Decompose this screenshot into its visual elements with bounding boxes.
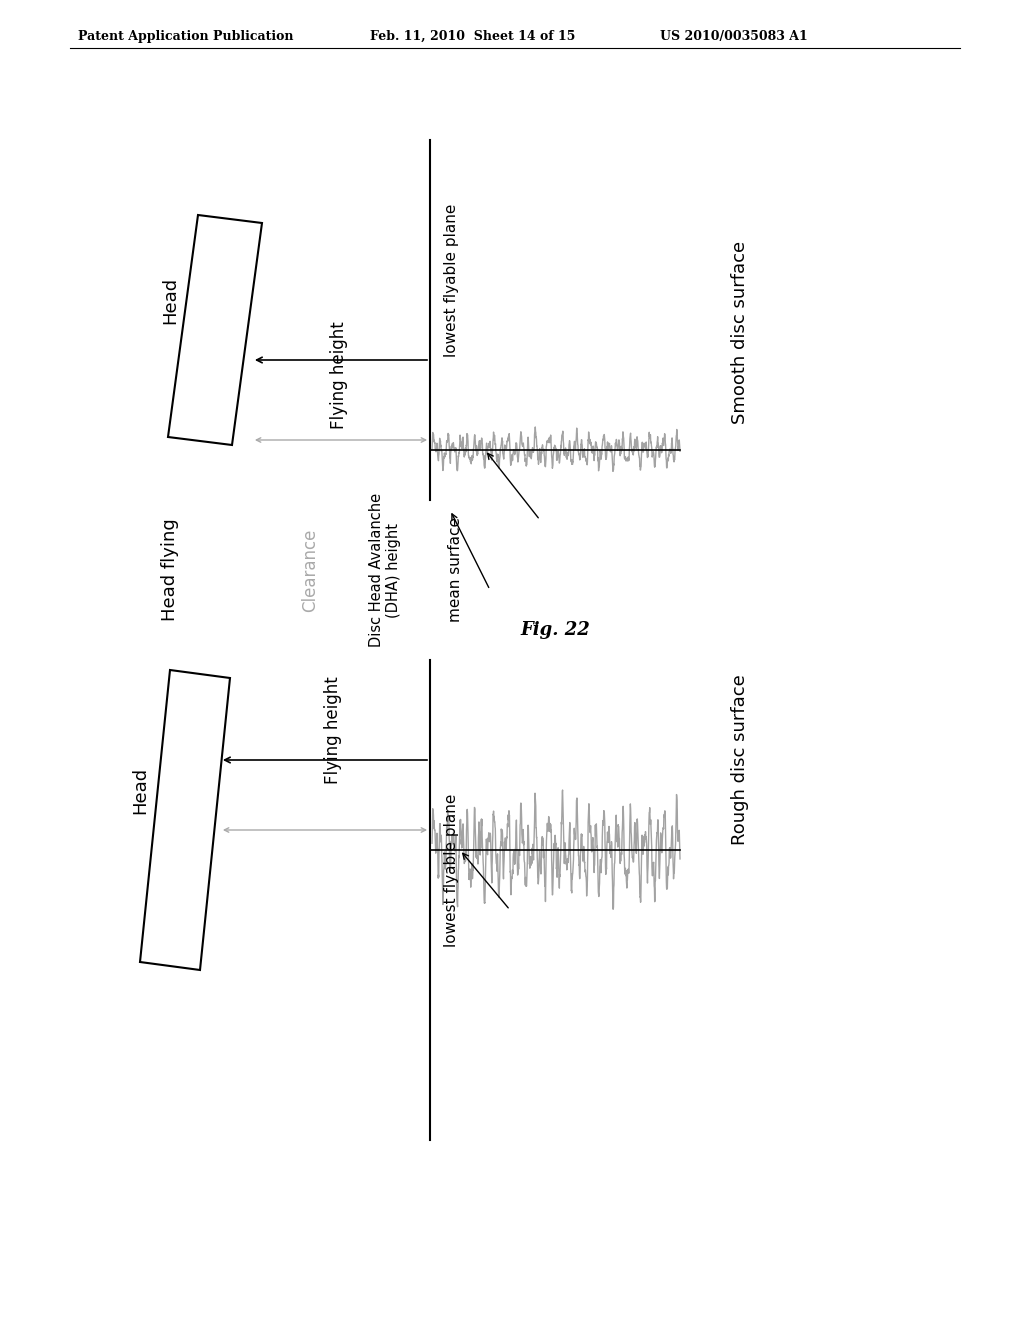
Text: Head: Head (161, 276, 179, 323)
Text: Flying height: Flying height (324, 676, 341, 784)
Text: Smooth disc surface: Smooth disc surface (731, 242, 749, 424)
Text: lowest flyable plane: lowest flyable plane (444, 793, 459, 946)
Text: lowest flyable plane: lowest flyable plane (444, 203, 459, 356)
Text: US 2010/0035083 A1: US 2010/0035083 A1 (660, 30, 808, 44)
Text: Head flying: Head flying (161, 519, 179, 622)
Text: Patent Application Publication: Patent Application Publication (78, 30, 294, 44)
Text: Fig. 22: Fig. 22 (520, 620, 590, 639)
Text: Rough disc surface: Rough disc surface (731, 675, 749, 845)
Text: Flying height: Flying height (330, 321, 347, 429)
Text: Head: Head (131, 767, 150, 813)
Text: Clearance: Clearance (301, 528, 319, 611)
Text: mean surface: mean surface (447, 517, 463, 623)
Text: Disc Head Avalanche
(DHA) height: Disc Head Avalanche (DHA) height (369, 492, 401, 647)
Text: Feb. 11, 2010  Sheet 14 of 15: Feb. 11, 2010 Sheet 14 of 15 (370, 30, 575, 44)
